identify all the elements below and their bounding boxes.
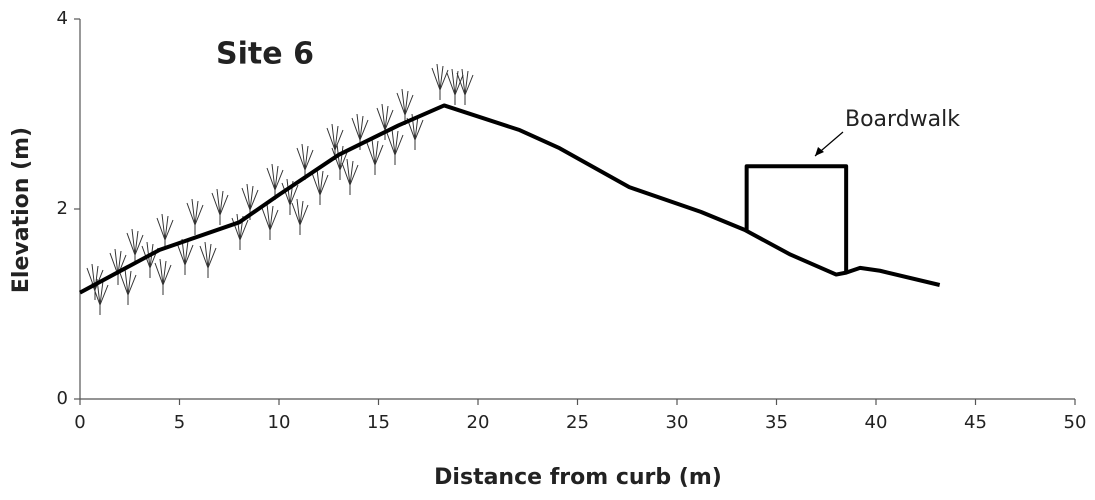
x-tick-label: 20 [467, 412, 490, 433]
grass [446, 68, 464, 105]
line-series [744, 164, 849, 273]
grass [291, 198, 309, 235]
grass [396, 88, 414, 125]
line-series [79, 103, 941, 295]
grass [109, 248, 127, 285]
grass [154, 258, 172, 295]
x-tick-label: 45 [964, 412, 987, 433]
grass [296, 143, 314, 180]
grass [199, 241, 217, 278]
grass [241, 183, 259, 220]
x-tick-label: 50 [1064, 412, 1087, 433]
grass [231, 213, 249, 250]
grass [311, 168, 329, 205]
grass [456, 68, 474, 105]
grass [176, 238, 194, 275]
grass [261, 203, 279, 240]
annotation: Boardwalk [845, 107, 960, 132]
x-tick-label: 35 [765, 412, 788, 433]
y-tick-label: 4 [57, 8, 68, 29]
x-tick-label: 10 [268, 412, 291, 433]
y-tick-label: 2 [57, 198, 68, 219]
grass [386, 128, 404, 165]
grass [431, 63, 449, 100]
x-tick-label: 40 [865, 412, 888, 433]
grass [156, 213, 174, 250]
grass [326, 123, 344, 160]
grass [91, 278, 109, 315]
chart-title: Site 6 [216, 37, 314, 72]
grass [86, 263, 104, 300]
grass [406, 113, 424, 150]
grass [186, 198, 204, 235]
grass [366, 138, 384, 175]
x-tick-label: 0 [74, 412, 85, 433]
arrow-head [815, 147, 824, 156]
grass [341, 158, 359, 195]
grass [211, 188, 229, 225]
grass [376, 103, 394, 140]
x-tick-label: 30 [666, 412, 689, 433]
x-tick-label: 5 [174, 412, 185, 433]
grass [119, 268, 137, 305]
grass [266, 163, 284, 200]
x-tick-label: 25 [566, 412, 589, 433]
grass [281, 178, 299, 215]
grass [126, 228, 144, 265]
x-tick-label: 15 [367, 412, 390, 433]
x-axis-label: Distance from curb (m) [434, 465, 722, 490]
y-axis-label: Elevation (m) [9, 127, 34, 293]
y-tick-label: 0 [57, 388, 68, 409]
grass [351, 113, 369, 150]
